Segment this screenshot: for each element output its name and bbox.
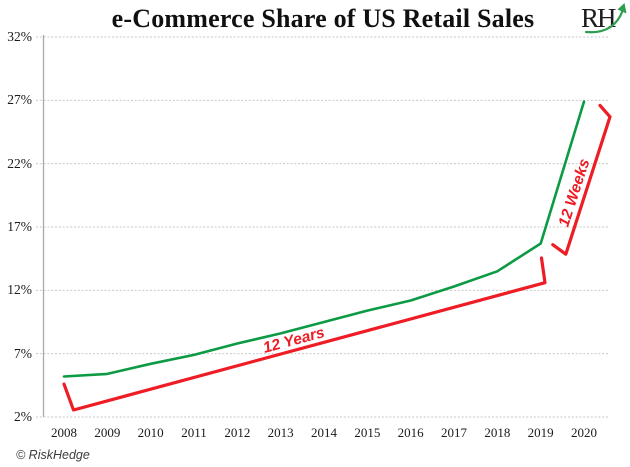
x-tick-label: 2011 <box>181 425 207 440</box>
x-tick-label: 2016 <box>397 425 424 440</box>
x-tick-label: 2008 <box>51 425 77 440</box>
footer-credit: © RiskHedge <box>16 448 90 462</box>
x-tick-label: 2020 <box>570 425 597 440</box>
x-tick-label: 2013 <box>267 425 294 440</box>
riskhedge-logo: RH <box>579 2 629 42</box>
y-tick-label: 2% <box>14 409 32 424</box>
growth-arrow-icon <box>584 3 627 34</box>
x-tick-label: 2009 <box>94 425 121 440</box>
chart-title: e-Commerce Share of US Retail Sales <box>111 4 535 33</box>
annotation-bracket-12-weeks <box>551 103 612 256</box>
x-tick-label: 2019 <box>527 425 554 440</box>
x-tick-label: 2010 <box>137 425 164 440</box>
y-tick-label: 12% <box>7 282 32 298</box>
y-tick-label: 7% <box>14 345 32 361</box>
annotation-bracket-12-years <box>62 256 547 412</box>
x-tick-label: 2018 <box>484 425 511 440</box>
x-tick-label: 2012 <box>224 425 251 440</box>
x-tick-label: 2017 <box>440 425 467 440</box>
y-tick-label: 22% <box>7 155 32 171</box>
y-tick-label: 17% <box>7 219 32 234</box>
y-tick-label: 32% <box>7 29 32 44</box>
y-tick-label: 27% <box>7 92 32 108</box>
series-line-ecommerce-share <box>62 100 586 378</box>
x-tick-label: 2014 <box>310 425 337 440</box>
x-tick-label: 2015 <box>354 425 381 440</box>
